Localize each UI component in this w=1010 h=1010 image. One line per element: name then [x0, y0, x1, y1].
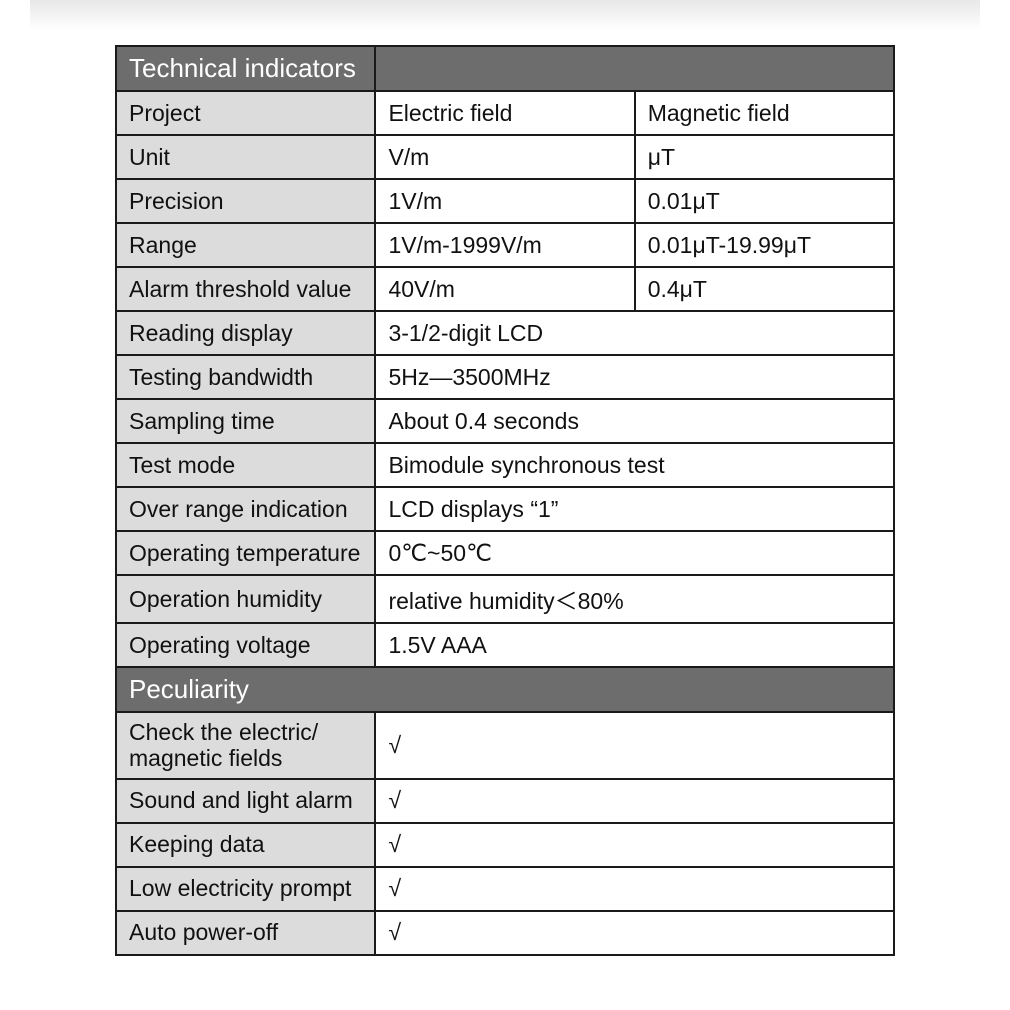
row-label: Testing bandwidth [116, 355, 375, 399]
row-label: Precision [116, 179, 375, 223]
row-label: Operation humidity [116, 575, 375, 623]
table-row: Range 1V/m-1999V/m 0.01μT-19.99μT [116, 223, 894, 267]
table-row: Alarm threshold value 40V/m 0.4μT [116, 267, 894, 311]
row-label: Alarm threshold value [116, 267, 375, 311]
row-value: √ [375, 823, 894, 867]
table-row: Keeping data √ [116, 823, 894, 867]
row-label: Auto power-off [116, 911, 375, 955]
table-row: Check the electric/magnetic fields √ [116, 712, 894, 779]
row-value: μT [635, 135, 894, 179]
table-row: Precision 1V/m 0.01μT [116, 179, 894, 223]
section-header-row: Peculiarity [116, 667, 894, 712]
row-value: 0.01μT-19.99μT [635, 223, 894, 267]
row-label: Low electricity prompt [116, 867, 375, 911]
row-value: 5Hz—3500MHz [375, 355, 894, 399]
row-value: relative humidity＜80% [375, 575, 894, 623]
row-value: LCD displays “1” [375, 487, 894, 531]
table-row: Operation humidity relative humidity＜80% [116, 575, 894, 623]
row-label: Sampling time [116, 399, 375, 443]
row-value: √ [375, 712, 894, 779]
row-value: V/m [375, 135, 634, 179]
table-row: Operating temperature 0℃~50℃ [116, 531, 894, 575]
header-col1: Electric field [375, 91, 634, 135]
row-label: Range [116, 223, 375, 267]
table-row: Low electricity prompt √ [116, 867, 894, 911]
table-row: Operating voltage 1.5V AAA [116, 623, 894, 667]
header-label: Project [116, 91, 375, 135]
row-value: √ [375, 779, 894, 823]
table-row: Auto power-off √ [116, 911, 894, 955]
row-label: Test mode [116, 443, 375, 487]
row-value: 3-1/2-digit LCD [375, 311, 894, 355]
row-value: 0.4μT [635, 267, 894, 311]
row-value: 0.01μT [635, 179, 894, 223]
row-value: 1V/m [375, 179, 634, 223]
row-label: Unit [116, 135, 375, 179]
spec-table: Technical indicators Project Electric fi… [115, 45, 895, 956]
row-value: 40V/m [375, 267, 634, 311]
row-value: √ [375, 867, 894, 911]
row-value: √ [375, 911, 894, 955]
row-label: Reading display [116, 311, 375, 355]
section-title-peculiarity: Peculiarity [116, 667, 894, 712]
table-row: Testing bandwidth 5Hz—3500MHz [116, 355, 894, 399]
row-label: Check the electric/magnetic fields [116, 712, 375, 779]
row-label: Keeping data [116, 823, 375, 867]
table-row: Sampling time About 0.4 seconds [116, 399, 894, 443]
row-value: Bimodule synchronous test [375, 443, 894, 487]
top-shadow [30, 0, 980, 30]
header-row: Project Electric field Magnetic field [116, 91, 894, 135]
row-value: 1.5V AAA [375, 623, 894, 667]
table-row: Over range indication LCD displays “1” [116, 487, 894, 531]
table-row: Test mode Bimodule synchronous test [116, 443, 894, 487]
row-value: 0℃~50℃ [375, 531, 894, 575]
row-label: Operating voltage [116, 623, 375, 667]
row-label: Sound and light alarm [116, 779, 375, 823]
header-col2: Magnetic field [635, 91, 894, 135]
row-value: About 0.4 seconds [375, 399, 894, 443]
row-value: 1V/m-1999V/m [375, 223, 634, 267]
table-row: Sound and light alarm √ [116, 779, 894, 823]
section-header-blank [375, 46, 894, 91]
section-title-tech: Technical indicators [116, 46, 375, 91]
row-label: Operating temperature [116, 531, 375, 575]
table-row: Unit V/m μT [116, 135, 894, 179]
row-label: Over range indication [116, 487, 375, 531]
section-header-row: Technical indicators [116, 46, 894, 91]
table-row: Reading display 3-1/2-digit LCD [116, 311, 894, 355]
